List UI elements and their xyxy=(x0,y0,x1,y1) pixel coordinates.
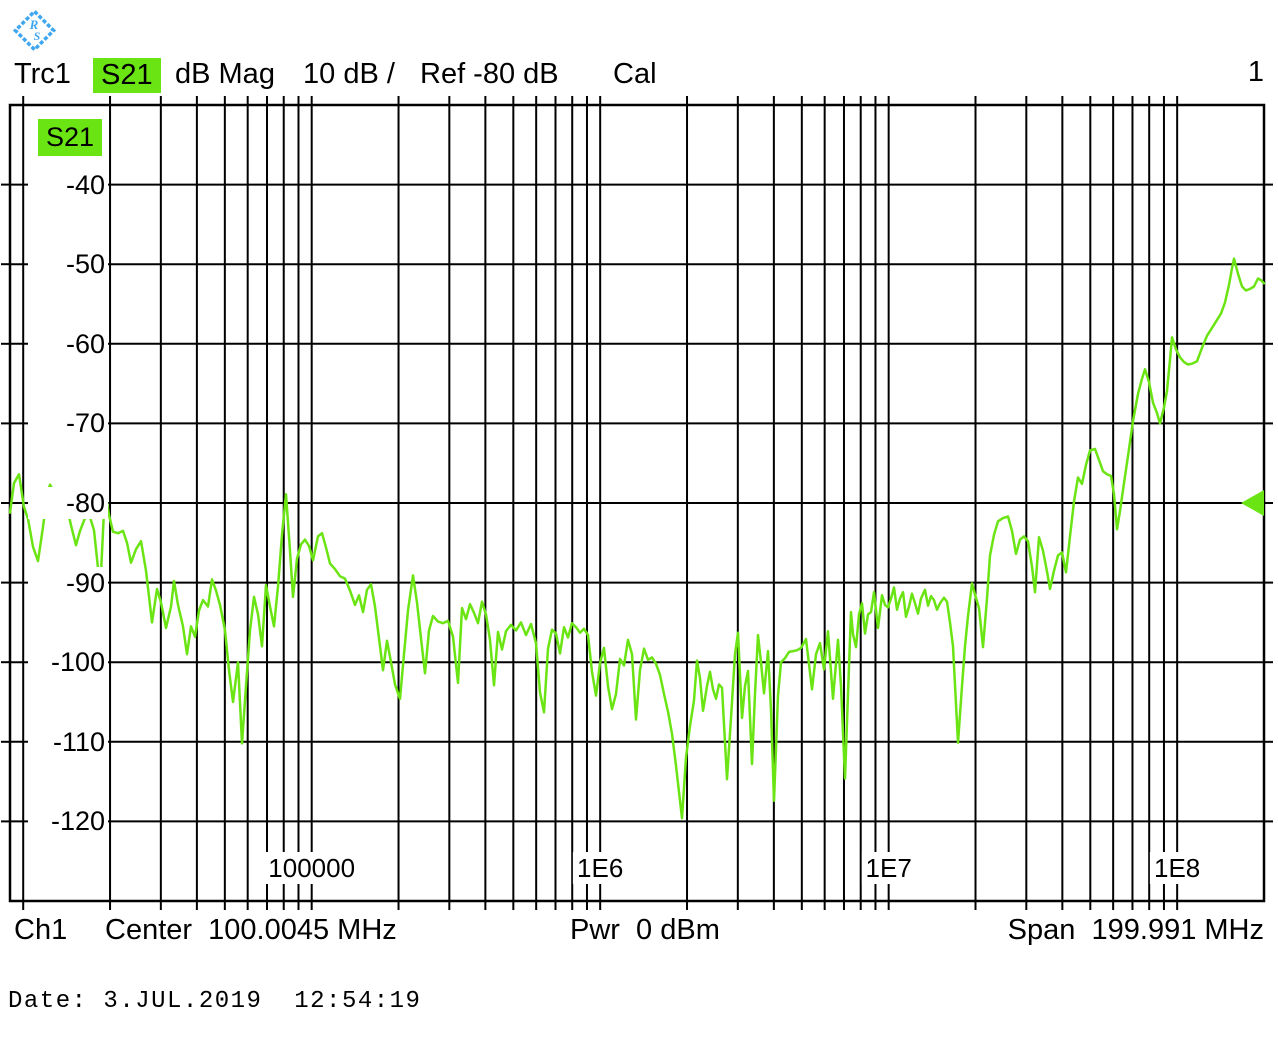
x-axis-tick-label: 100000 xyxy=(264,852,360,884)
s-parameter-badge[interactable]: S21 xyxy=(93,58,161,93)
center-frequency-field[interactable]: Center 100.0045 MHz xyxy=(105,914,397,946)
date-stamp: Date: 3.JUL.2019 12:54:19 xyxy=(8,988,422,1015)
rs-logo-icon: R S xyxy=(12,8,57,53)
y-axis-tick-label: -40 xyxy=(28,168,108,201)
ref-level-marker[interactable] xyxy=(1241,490,1264,516)
trace-badge-in-diagram[interactable]: S21 xyxy=(38,119,103,156)
span-field[interactable]: Span 199.991 MHz xyxy=(1007,914,1264,946)
s21-trace xyxy=(8,257,1266,820)
window-number: 1 xyxy=(1247,56,1264,88)
y-axis-tick-label: -70 xyxy=(28,407,108,440)
y-axis-tick-label: -110 xyxy=(28,725,108,758)
x-axis-tick-label: 1E8 xyxy=(1150,852,1205,884)
y-axis-tick-label: -60 xyxy=(28,327,108,360)
x-axis-tick-label: 1E7 xyxy=(861,852,916,884)
y-axis-tick-label: -120 xyxy=(28,805,108,838)
channel-label: Ch1 xyxy=(14,914,68,946)
svg-text:S: S xyxy=(34,29,41,43)
scale-per-div-label[interactable]: 10 dB / xyxy=(303,58,395,90)
svg-text:R: R xyxy=(29,17,39,32)
trace-name-label[interactable]: Trc1 xyxy=(14,58,71,90)
y-axis-tick-label: -100 xyxy=(28,646,108,679)
y-axis-tick-label: -50 xyxy=(28,248,108,281)
trace-format-label[interactable]: dB Mag xyxy=(175,58,275,90)
ref-level-label[interactable]: Ref -80 dB xyxy=(420,58,559,90)
rs-logo: R S xyxy=(8,4,60,56)
y-axis-tick-label: -90 xyxy=(28,566,108,599)
power-field[interactable]: Pwr 0 dBm xyxy=(570,914,720,946)
cal-state-label: Cal xyxy=(613,58,657,90)
y-axis-tick-label: -80 xyxy=(28,487,108,519)
x-axis-tick-label: 1E6 xyxy=(573,852,628,884)
